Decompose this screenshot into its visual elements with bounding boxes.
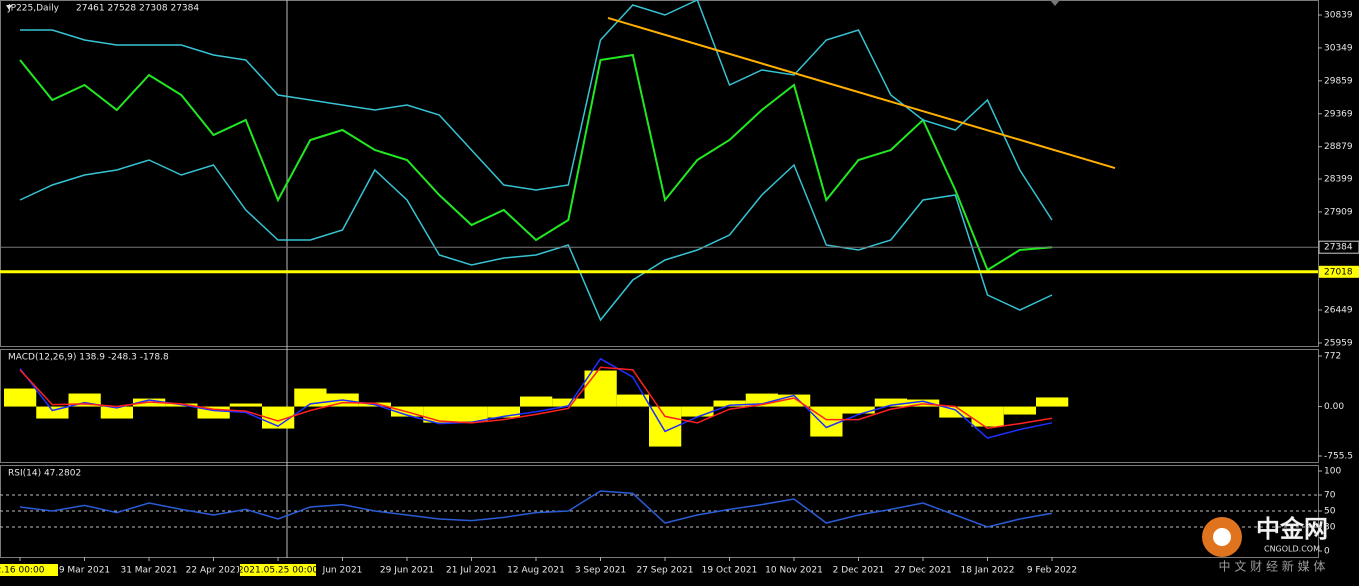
x-tick-label: 22 Apr 2021 (186, 566, 242, 576)
x-tick-label: 2 Dec 2021 (833, 566, 885, 576)
logo-inner (1213, 528, 1231, 546)
panel (0, 0, 1318, 322)
y-tick-label: 50 (1324, 507, 1336, 517)
histogram-bar (1036, 397, 1069, 407)
histogram-bar (36, 406, 69, 419)
watermark-name: 中金网 (1256, 515, 1328, 543)
series-line (19, 357, 1053, 439)
histogram-bar (616, 394, 649, 407)
panel (4, 357, 1069, 447)
support-box (1319, 265, 1359, 278)
last-price-label: 27384 (1324, 243, 1353, 253)
x-tick-label: 9 Feb 2022 (1027, 566, 1077, 576)
y-tick-label: 29369 (1324, 109, 1353, 119)
support-label: 27018 (1324, 267, 1353, 277)
x-tick-label: 12 Aug 2021 (507, 566, 565, 576)
y-tick-label: 27909 (1324, 207, 1353, 217)
histogram-bar (713, 400, 746, 407)
panel-title: MACD(12,26,9) 138.9 -248.3 -178.8 (8, 353, 169, 363)
watermark: 中金网 CNGOLD.COM 中 文 财 经 新 媒 体 (1202, 515, 1328, 574)
series-line (20, 0, 1053, 221)
panel-title: RSI(14) 47.2802 (8, 469, 81, 479)
panel-title: JP225,Daily (7, 4, 60, 14)
series-line (19, 53, 1053, 272)
histogram-bar (907, 399, 940, 407)
x-tick-label: 27 Dec 2021 (894, 566, 952, 576)
y-tick-label: 100 (1324, 467, 1341, 477)
y-tick-label: 30349 (1324, 43, 1353, 53)
histogram-bar (971, 406, 1004, 427)
x-tick-label: 9 Mar 2021 (59, 566, 110, 576)
watermark-site: CNGOLD.COM (1264, 545, 1320, 554)
x-tick-label: 31 Mar 2021 (120, 566, 177, 576)
x-tick-label: Jun 2021 (322, 566, 363, 576)
x-label-highlight (240, 564, 316, 576)
histogram-bar (778, 394, 811, 407)
y-tick-label: 0 (1324, 547, 1330, 557)
x-tick-label: 2021.05.25 00:00 (238, 566, 319, 576)
histogram-bar (810, 406, 843, 437)
x-tick-label: 27 Sep 2021 (636, 566, 693, 576)
histogram-bar (584, 370, 617, 407)
histogram-bar (681, 406, 714, 417)
x-tick-label: 10 Nov 2021 (765, 566, 823, 576)
y-tick-label: 28879 (1324, 142, 1353, 152)
x-tick-label: 3 Sep 2021 (575, 566, 626, 576)
histogram-bar (842, 406, 875, 414)
last-price-box (1318, 240, 1359, 254)
histogram-bar (487, 406, 520, 418)
menu-arrow[interactable] (6, 5, 12, 10)
x-label-highlight (0, 564, 58, 576)
y-tick-label: 25959 (1324, 338, 1353, 348)
x-tick-label: 18 Jan 2022 (961, 566, 1015, 576)
y-tick-label: 30 (1324, 523, 1336, 533)
histogram-bar (874, 398, 907, 407)
x-tick-label: 2.16 00:00 (0, 566, 45, 576)
ohlc: 27461 27528 27308 27384 (76, 4, 199, 14)
y-tick-label: 0.00 (1324, 402, 1344, 412)
watermark-tagline: 中 文 财 经 新 媒 体 (1219, 559, 1326, 574)
y-tick-label: 30839 (1324, 10, 1353, 20)
x-tick-label: 29 Jun 2021 (380, 566, 434, 576)
series-line (19, 490, 1053, 528)
y-tick-label: 70 (1324, 491, 1336, 501)
panel (0, 490, 1318, 528)
y-tick-label: 29859 (1324, 76, 1353, 86)
histogram-bar (197, 406, 230, 419)
y-tick-label: 28399 (1324, 174, 1353, 184)
shift-marker (1050, 0, 1060, 6)
histogram-bar (4, 388, 37, 407)
histogram-bar (520, 396, 553, 407)
y-tick-label: 26449 (1324, 306, 1353, 316)
x-tick-label: 19 Oct 2021 (702, 566, 758, 576)
y-tick-label: -755.5 (1324, 452, 1353, 462)
histogram-bar (294, 388, 327, 407)
trendline (607, 16, 1116, 169)
y-tick-label: 772 (1324, 352, 1341, 362)
histogram-bar (100, 406, 133, 419)
x-tick-label: 21 Jul 2021 (446, 566, 497, 576)
series-line (19, 366, 1053, 429)
histogram-bar (455, 406, 488, 422)
histogram-bar (229, 403, 262, 407)
histogram-bar (1003, 406, 1036, 415)
series-line (19, 159, 1053, 322)
histogram-bar (552, 398, 585, 407)
histogram-bar (939, 406, 972, 418)
